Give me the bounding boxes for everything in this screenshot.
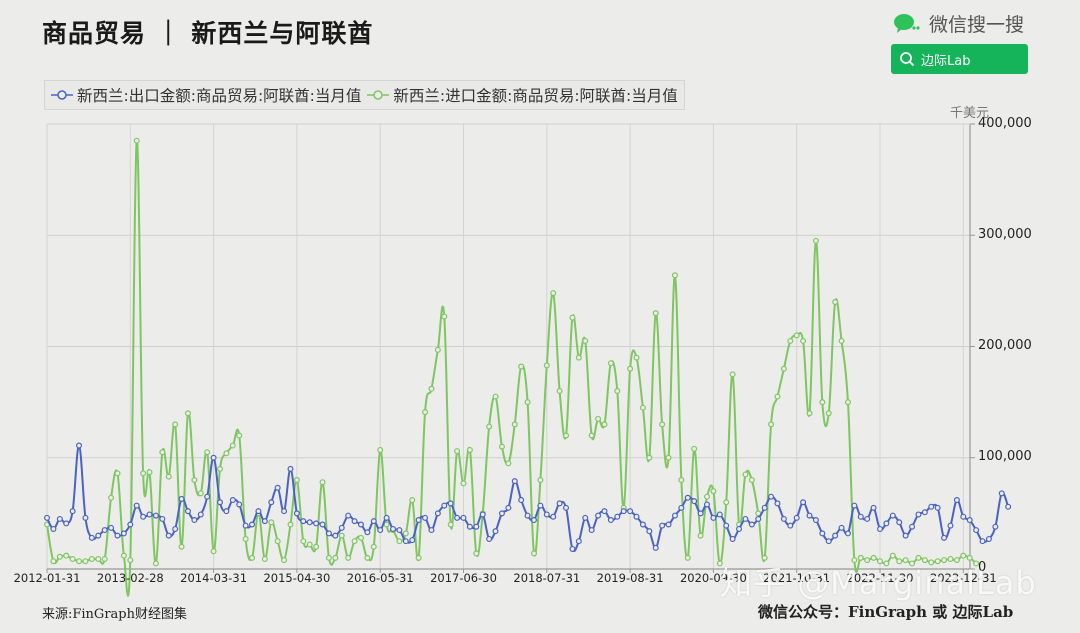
x-tick-label: 2023-12-31 — [929, 571, 997, 585]
y-tick-400000: 400,000 — [978, 116, 1032, 131]
legend-label-exports: 新西兰:出口金额:商品贸易:阿联酋:当月值 — [77, 87, 362, 105]
x-tick-label: 2017-06-30 — [430, 571, 497, 585]
watermark: 知乎 @MarginalLab — [720, 564, 1037, 602]
x-tick-label: 2014-03-31 — [180, 571, 248, 585]
y-axis-unit: 千美元 — [950, 106, 990, 121]
wechat-search-button[interactable]: 边际Lab — [891, 44, 1028, 74]
x-tick-label: 2020-09-30 — [679, 571, 747, 585]
y-tick-100000: 100,000 — [978, 449, 1032, 464]
wechat-account-note: 微信公众号：FinGraph 或 边际Lab — [758, 603, 1014, 621]
legend-item-exports[interactable]: 新西兰:出口金额:商品贸易:阿联酋:当月值 — [51, 84, 361, 106]
x-tick-label: 2016-05-31 — [346, 571, 414, 585]
x-tick-label: 2021-10-31 — [763, 571, 831, 585]
x-tick-label: 2019-08-31 — [596, 571, 664, 585]
legend-marker-exports-icon — [51, 90, 73, 100]
source-note: 来源:FinGraph财经图集 — [42, 607, 187, 622]
y-tick-0: 0 — [978, 560, 987, 575]
legend-label-imports: 新西兰:进口金额:商品贸易:阿联酋:当月值 — [393, 87, 678, 105]
search-button-label: 边际Lab — [921, 53, 971, 69]
page-title: 商品贸易 ｜ 新西兰与阿联酋 — [42, 19, 374, 48]
x-tick-label: 2015-04-30 — [263, 571, 331, 585]
chart-legend: 新西兰:出口金额:商品贸易:阿联酋:当月值 新西兰:进口金额:商品贸易:阿联酋:… — [44, 80, 685, 110]
y-tick-300000: 300,000 — [978, 227, 1032, 242]
x-tick-label: 2022-11-30 — [846, 571, 914, 585]
x-tick-label: 2013-02-28 — [96, 571, 164, 585]
legend-item-imports[interactable]: 新西兰:进口金额:商品贸易:阿联酋:当月值 — [367, 84, 678, 106]
x-tick-label: 2018-07-31 — [513, 571, 581, 585]
x-tick-label: 2012-01-31 — [13, 571, 81, 585]
wechat-icon — [894, 13, 920, 33]
legend-marker-imports-icon — [367, 90, 390, 100]
wechat-search-header: 微信搜一搜 — [893, 10, 1024, 37]
search-icon — [900, 52, 915, 67]
wechat-search-label: 微信搜一搜 — [929, 14, 1025, 36]
y-tick-200000: 200,000 — [978, 338, 1032, 353]
